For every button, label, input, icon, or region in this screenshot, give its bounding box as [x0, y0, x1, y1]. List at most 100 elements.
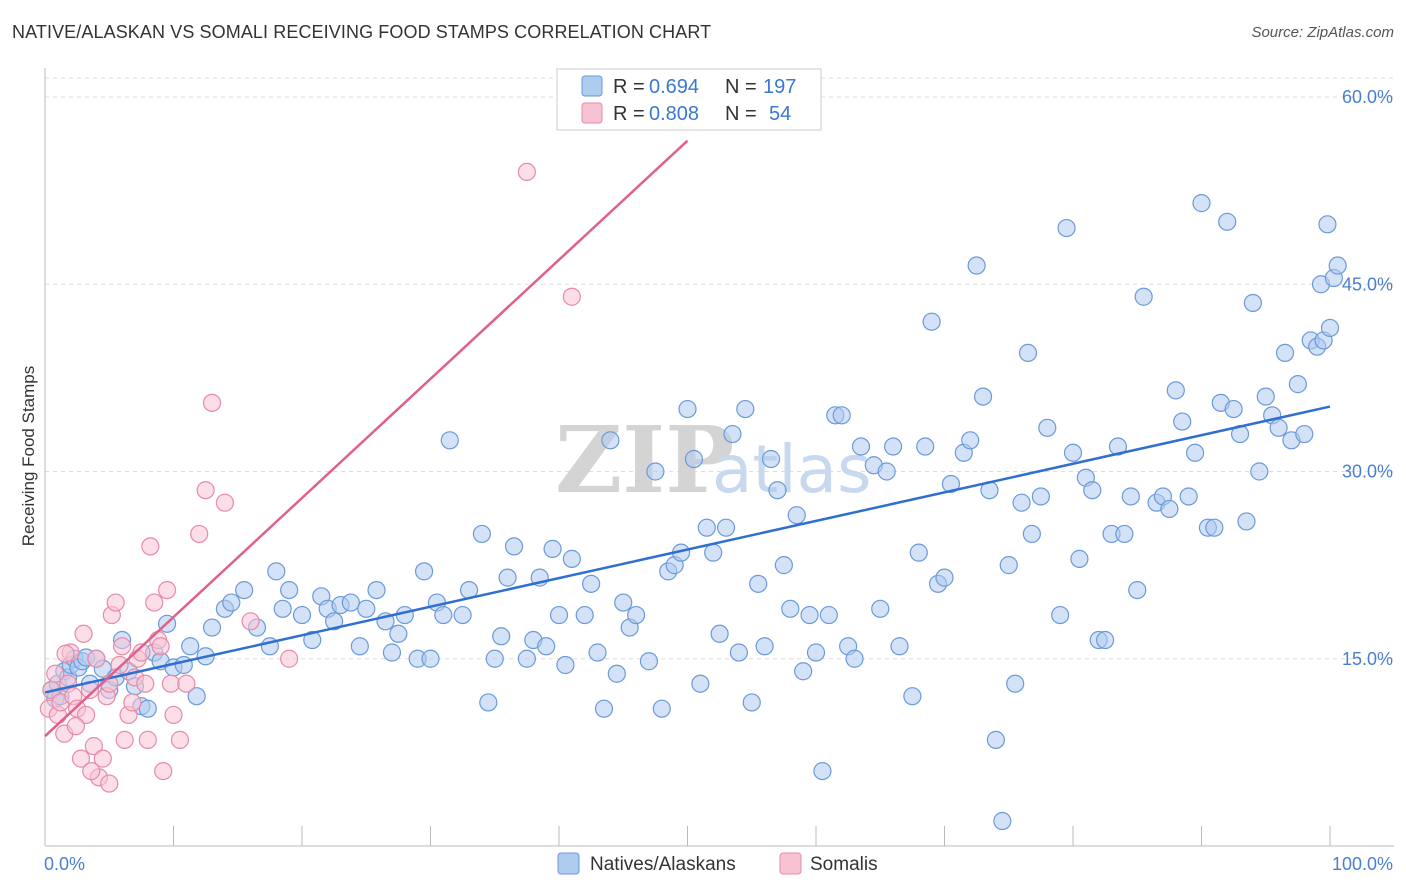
natives-alaskans-point	[267, 562, 286, 581]
natives-alaskans-point	[485, 649, 504, 668]
natives-alaskans-point	[922, 312, 941, 331]
natives-alaskans-point	[1018, 343, 1038, 363]
natives-alaskans-point	[935, 568, 954, 587]
natives-alaskans-point	[639, 652, 659, 671]
natives-alaskans-point	[871, 599, 890, 618]
somalis-point	[77, 705, 96, 725]
natives-alaskans-point	[601, 431, 620, 450]
natives-alaskans-point	[556, 655, 575, 675]
legend-swatch-blue	[581, 75, 603, 97]
natives-alaskans-point	[1256, 387, 1275, 406]
natives-alaskans-point	[845, 649, 864, 668]
natives-alaskans-point	[562, 549, 581, 568]
somalis-point	[157, 580, 177, 600]
natives-alaskans-point	[736, 399, 755, 419]
natives-alaskans-point	[479, 693, 498, 712]
natives-alaskans-point	[1070, 549, 1089, 568]
trendline-natives-alaskans	[44, 405, 1331, 694]
somalis-point	[87, 649, 106, 668]
natives-alaskans-point	[749, 574, 768, 593]
somalis-point	[132, 643, 151, 662]
somalis-point	[46, 664, 65, 683]
natives-alaskans-point	[421, 649, 440, 668]
natives-alaskans-point	[999, 556, 1018, 575]
natives-alaskans-point	[1179, 487, 1198, 506]
bottom-legend-label-somalis: Somalis	[810, 854, 878, 875]
y-axis-label: Receiving Food Stamps	[19, 366, 38, 546]
legend-n-value-pink: 54	[769, 103, 791, 125]
somalis-point	[93, 749, 112, 768]
series-somalis	[39, 162, 581, 793]
natives-alaskans-point	[1318, 215, 1337, 234]
somalis-point	[562, 287, 581, 306]
somalis-point	[215, 493, 234, 512]
natives-alaskans-point	[1269, 418, 1288, 437]
natives-alaskans-point	[1275, 343, 1295, 363]
chart-title: NATIVE/ALASKAN VS SOMALI RECEIVING FOOD …	[12, 22, 712, 42]
natives-alaskans-point	[594, 699, 614, 718]
natives-alaskans-point	[916, 437, 935, 456]
natives-alaskans-point	[1022, 524, 1041, 544]
natives-alaskans-point	[1218, 212, 1237, 231]
natives-alaskans-point	[1134, 287, 1153, 306]
natives-alaskans-point	[187, 687, 206, 706]
y-tick-label: 60.0%	[1342, 87, 1393, 107]
somalis-point	[164, 705, 183, 725]
natives-alaskans-point	[755, 637, 774, 656]
natives-alaskans-point	[607, 664, 626, 683]
bottom-legend-label-natives: Natives/Alaskans	[590, 854, 736, 875]
somalis-point	[154, 761, 173, 781]
natives-alaskans-point	[684, 449, 704, 469]
natives-alaskans-point	[1031, 487, 1050, 506]
natives-alaskans-point	[504, 537, 524, 556]
natives-alaskans-point	[325, 612, 344, 631]
somalis-point	[136, 674, 155, 693]
natives-alaskans-point	[716, 518, 736, 537]
natives-alaskans-point	[453, 605, 472, 625]
natives-alaskans-point	[549, 605, 569, 625]
natives-alaskans-point	[1012, 493, 1031, 512]
legend-n-value-blue: 197	[763, 76, 796, 98]
natives-alaskans-point	[794, 662, 813, 681]
natives-alaskans-point	[1006, 674, 1025, 693]
legend-r-value-pink: 0.808	[649, 103, 699, 125]
natives-alaskans-point	[1051, 605, 1070, 625]
somalis-point	[145, 593, 164, 612]
x-tick-label-min: 0.0%	[44, 854, 85, 874]
somalis-point	[115, 730, 134, 749]
natives-alaskans-point	[890, 637, 909, 656]
natives-alaskans-point	[883, 437, 903, 456]
y-tick-label: 30.0%	[1342, 462, 1393, 482]
natives-alaskans-point	[1295, 424, 1314, 444]
natives-alaskans-point	[498, 568, 517, 587]
natives-alaskans-point	[961, 431, 980, 450]
bottom-legend-swatch-pink	[779, 852, 802, 875]
y-tick-label: 15.0%	[1342, 649, 1393, 669]
somalis-point	[66, 717, 85, 736]
somalis-point	[138, 730, 157, 749]
somalis-point	[106, 593, 125, 612]
natives-alaskans-point	[729, 643, 749, 662]
legend-r-label-blue: R =	[613, 76, 645, 98]
natives-alaskans-point	[851, 437, 871, 456]
natives-alaskans-point	[1115, 524, 1134, 544]
natives-alaskans-point	[389, 624, 408, 643]
natives-alaskans-point	[1038, 418, 1057, 437]
natives-alaskans-point	[1288, 375, 1307, 394]
natives-alaskans-point	[414, 562, 434, 581]
natives-alaskans-point	[1237, 512, 1256, 531]
watermark: ZIP atlas	[555, 406, 872, 514]
somalis-point	[190, 524, 209, 544]
natives-alaskans-point	[813, 761, 832, 781]
natives-alaskans-point	[1192, 194, 1211, 213]
somalis-point	[74, 624, 93, 643]
natives-alaskans-point	[704, 543, 723, 562]
natives-alaskans-point	[1173, 412, 1192, 431]
natives-alaskans-point	[1083, 481, 1102, 500]
tick-labels: 15.0% 30.0% 45.0% 60.0% 0.0% 100.0%	[44, 87, 1393, 874]
natives-alaskans-point	[1160, 499, 1179, 519]
natives-alaskans-point	[517, 649, 536, 668]
natives-alaskans-point	[1057, 218, 1076, 238]
natives-alaskans-point	[646, 462, 665, 481]
